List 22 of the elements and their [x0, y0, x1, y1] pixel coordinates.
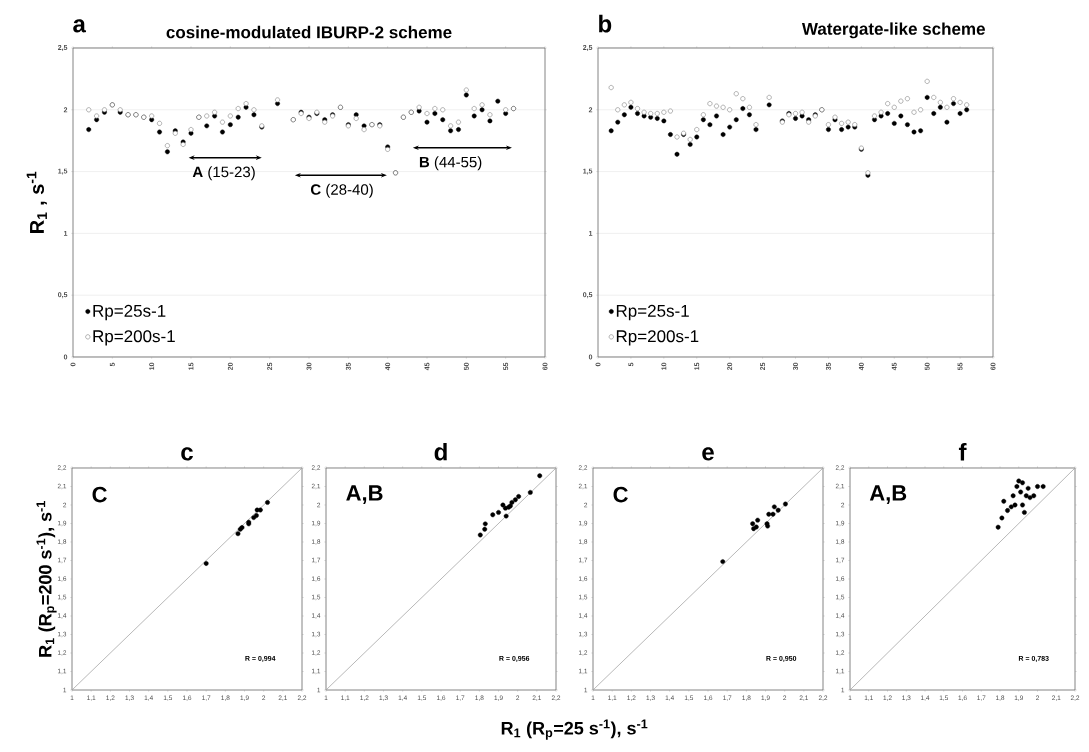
- chart-title: a: [73, 19, 87, 33]
- x-axis-title: R$_{1}$ (R$_{p}$=25 s$^{-1}$), s$^{-1}$: [501, 719, 648, 740]
- chart-subtitle: Watergate-like scheme: [801, 22, 985, 39]
- annotation: C (28-40): [310, 183, 373, 198]
- annotation: A,B: [346, 485, 383, 504]
- annotation: C: [613, 486, 628, 503]
- annotation: C: [92, 486, 107, 503]
- annotation: A,B: [869, 485, 907, 504]
- chart-title: d: [434, 442, 447, 461]
- legend-label: Rp=200s-1: [93, 330, 175, 346]
- chart-title: c: [181, 447, 193, 461]
- chart-subtitle: cosine-modulated IBURP-2 scheme: [166, 25, 452, 39]
- annotation: A (15-23): [192, 166, 255, 181]
- chart-title: e: [702, 447, 714, 461]
- legend-label: Rp=25s-1: [616, 304, 689, 321]
- legend-label: Rp=25s-1: [93, 304, 166, 321]
- y-axis-title: R$_{1}$ (R$_{p}$=200 s$^{-1}$), s$^{-1}$: [36, 501, 57, 657]
- legend-label: Rp=200s-1: [616, 330, 699, 346]
- y-axis-title: R$_{1}$ , s$^{-1}$: [26, 171, 47, 233]
- chart-title: b: [599, 14, 612, 33]
- chart-title: f: [958, 443, 967, 461]
- annotation: B (44-55): [419, 156, 482, 171]
